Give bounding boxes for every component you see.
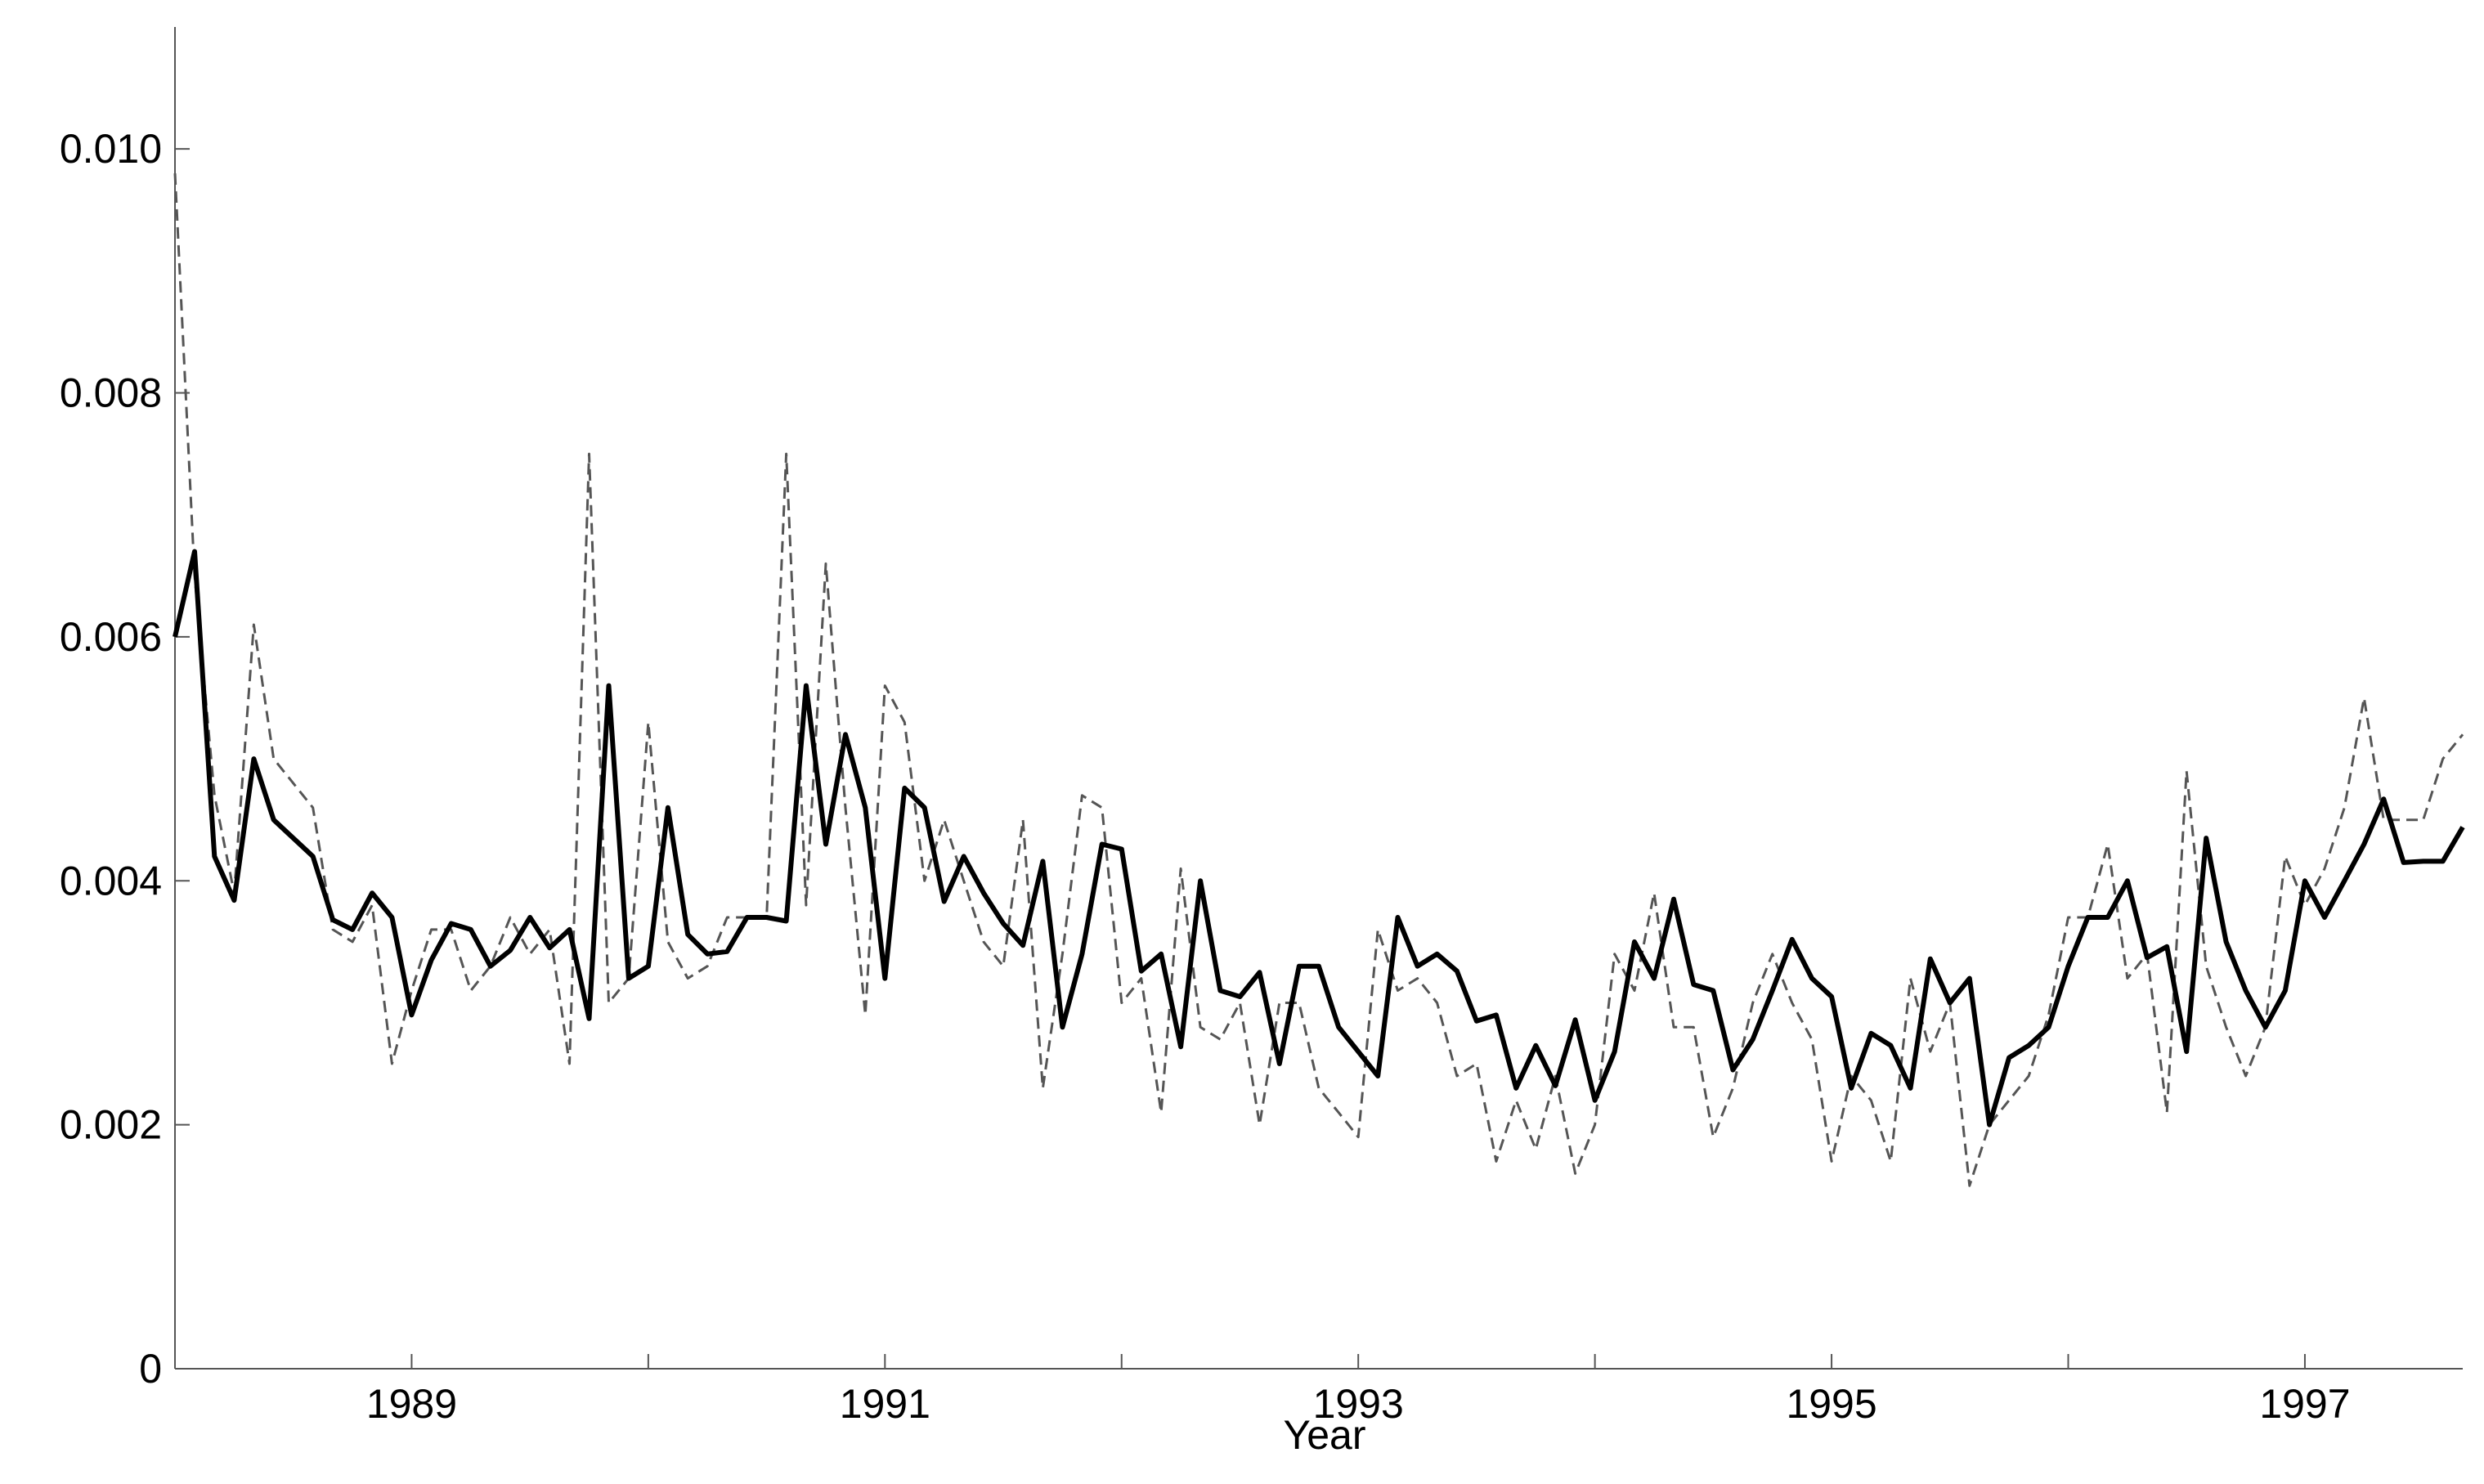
y-tick-label: 0.010 <box>60 126 162 172</box>
y-tick-label: 0 <box>139 1346 162 1392</box>
data-line <box>173 173 2464 1187</box>
y-tick-label: 0.008 <box>60 370 162 416</box>
x-tick-label: 1993 <box>1313 1381 1404 1427</box>
y-tick-label: 0.002 <box>60 1102 162 1148</box>
x-tick-label: 1995 <box>1786 1381 1876 1427</box>
x-tick-label: 1997 <box>2259 1381 2350 1427</box>
x-tick-label: 1989 <box>366 1381 457 1427</box>
y-tick-label: 0.004 <box>60 858 162 903</box>
data-line <box>173 549 2465 1128</box>
x-axis-label: Year <box>1283 1412 1365 1458</box>
y-tick-label: 0.006 <box>60 614 162 660</box>
x-tick-label: 1991 <box>840 1381 930 1427</box>
